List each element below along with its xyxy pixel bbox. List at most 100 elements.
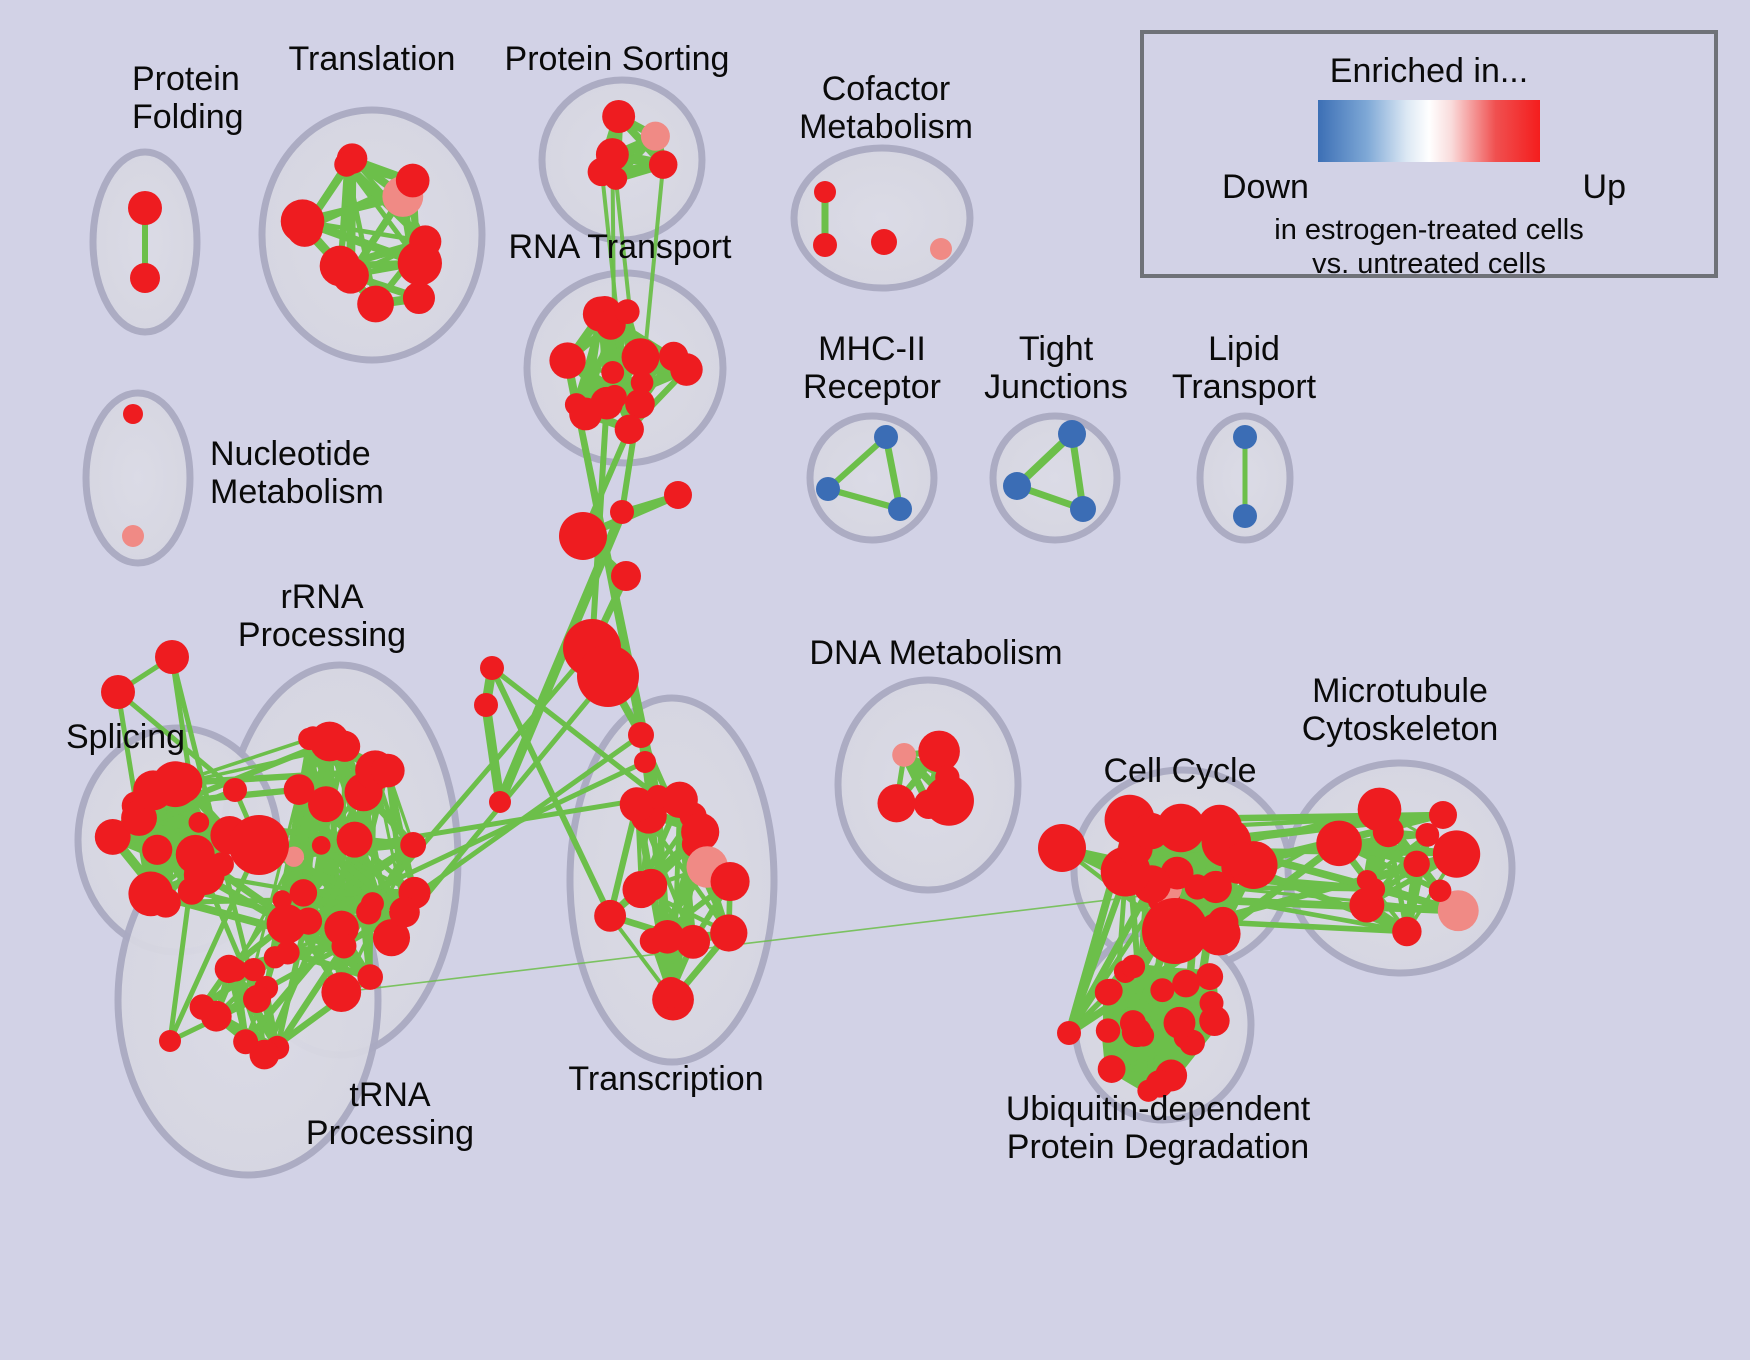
gene-set-node[interactable] [614, 414, 644, 444]
gene-set-node[interactable] [1057, 1021, 1081, 1045]
gene-set-node[interactable] [159, 1030, 181, 1052]
gene-set-node[interactable] [224, 958, 247, 982]
gene-set-node[interactable] [266, 904, 307, 944]
gene-set-node[interactable] [289, 879, 318, 907]
gene-set-node[interactable] [175, 834, 215, 874]
gene-set-node[interactable] [877, 784, 916, 823]
gene-set-node[interactable] [639, 928, 666, 954]
gene-set-node[interactable] [1145, 1070, 1174, 1098]
gene-set-node[interactable] [263, 946, 287, 969]
gene-set-node[interactable] [122, 525, 144, 547]
gene-set-node[interactable] [409, 225, 442, 258]
gene-set-node[interactable] [549, 342, 586, 379]
gene-set-node[interactable] [813, 233, 837, 257]
gene-set-node[interactable] [1197, 912, 1241, 956]
gene-set-node[interactable] [308, 786, 344, 823]
gene-set-node[interactable] [1070, 496, 1096, 522]
gene-set-node[interactable] [389, 896, 420, 928]
gene-set-node[interactable] [1119, 1010, 1147, 1037]
gene-set-node[interactable] [634, 751, 656, 773]
gene-set-node[interactable] [1233, 425, 1257, 449]
gene-set-node[interactable] [370, 753, 405, 788]
gene-set-node[interactable] [155, 640, 189, 674]
gene-set-node[interactable] [1097, 1055, 1126, 1083]
gene-set-node[interactable] [1233, 504, 1257, 528]
gene-set-node[interactable] [655, 977, 687, 1009]
gene-set-node[interactable] [233, 1029, 259, 1055]
gene-set-node[interactable] [874, 425, 898, 449]
gene-set-node[interactable] [242, 958, 266, 982]
gene-set-node[interactable] [209, 852, 234, 877]
gene-set-node[interactable] [1121, 954, 1146, 979]
gene-set-node[interactable] [1429, 801, 1457, 829]
gene-set-node[interactable] [311, 836, 331, 855]
gene-set-node[interactable] [332, 257, 369, 294]
gene-set-node[interactable] [1225, 842, 1259, 875]
gene-set-node[interactable] [646, 785, 670, 809]
gene-set-node[interactable] [400, 832, 427, 858]
gene-set-node[interactable] [1428, 879, 1452, 903]
gene-set-node[interactable] [489, 791, 511, 813]
gene-set-node[interactable] [395, 163, 430, 198]
gene-set-node[interactable] [188, 812, 210, 833]
gene-set-node[interactable] [402, 281, 435, 315]
gene-set-node[interactable] [611, 561, 641, 591]
gene-set-node[interactable] [130, 263, 160, 293]
gene-set-node[interactable] [930, 238, 952, 260]
gene-set-node[interactable] [625, 388, 655, 419]
gene-set-node[interactable] [94, 819, 131, 855]
gene-set-node[interactable] [892, 742, 917, 767]
gene-set-node[interactable] [101, 675, 135, 709]
gene-set-node[interactable] [1058, 420, 1086, 448]
gene-set-node[interactable] [142, 834, 173, 865]
gene-set-node[interactable] [559, 512, 607, 560]
gene-set-node[interactable] [1003, 472, 1031, 500]
gene-set-node[interactable] [664, 481, 692, 509]
gene-set-node[interactable] [1437, 890, 1479, 932]
gene-set-node[interactable] [1392, 916, 1422, 947]
gene-set-node[interactable] [1150, 978, 1175, 1003]
gene-set-node[interactable] [298, 727, 321, 751]
gene-set-node[interactable] [357, 285, 394, 323]
gene-set-node[interactable] [1199, 1005, 1230, 1036]
gene-set-node[interactable] [1415, 823, 1440, 847]
gene-set-node[interactable] [710, 914, 748, 952]
gene-set-node[interactable] [1357, 787, 1402, 832]
gene-set-node[interactable] [935, 765, 960, 790]
gene-set-node[interactable] [177, 877, 206, 905]
gene-set-node[interactable] [372, 919, 411, 957]
gene-set-node[interactable] [1163, 1006, 1196, 1039]
gene-set-node[interactable] [595, 138, 629, 172]
gene-set-node[interactable] [283, 774, 315, 805]
gene-set-node[interactable] [123, 404, 143, 424]
gene-set-node[interactable] [1316, 820, 1362, 867]
gene-set-node[interactable] [577, 645, 639, 707]
gene-set-node[interactable] [223, 778, 247, 802]
gene-set-node[interactable] [621, 338, 660, 377]
gene-set-node[interactable] [1196, 963, 1224, 991]
gene-set-node[interactable] [321, 972, 362, 1012]
gene-set-node[interactable] [189, 994, 216, 1020]
gene-set-node[interactable] [640, 121, 670, 151]
gene-set-node[interactable] [871, 229, 897, 255]
gene-set-node[interactable] [128, 191, 162, 225]
gene-set-node[interactable] [161, 762, 203, 804]
gene-set-node[interactable] [1356, 869, 1378, 891]
gene-set-node[interactable] [648, 150, 678, 179]
gene-set-node[interactable] [681, 812, 720, 852]
gene-set-node[interactable] [1172, 969, 1200, 998]
gene-set-node[interactable] [601, 361, 625, 384]
gene-set-node[interactable] [814, 181, 836, 203]
gene-set-node[interactable] [628, 722, 654, 748]
gene-set-node[interactable] [1432, 830, 1481, 878]
gene-set-node[interactable] [619, 787, 655, 822]
gene-set-node[interactable] [610, 500, 634, 524]
gene-set-node[interactable] [1199, 870, 1232, 904]
gene-set-node[interactable] [918, 730, 960, 773]
gene-set-node[interactable] [1038, 824, 1086, 872]
gene-set-node[interactable] [710, 861, 750, 902]
gene-set-node[interactable] [329, 730, 361, 762]
gene-set-node[interactable] [594, 899, 627, 932]
gene-set-node[interactable] [243, 985, 271, 1013]
gene-set-node[interactable] [658, 341, 689, 372]
